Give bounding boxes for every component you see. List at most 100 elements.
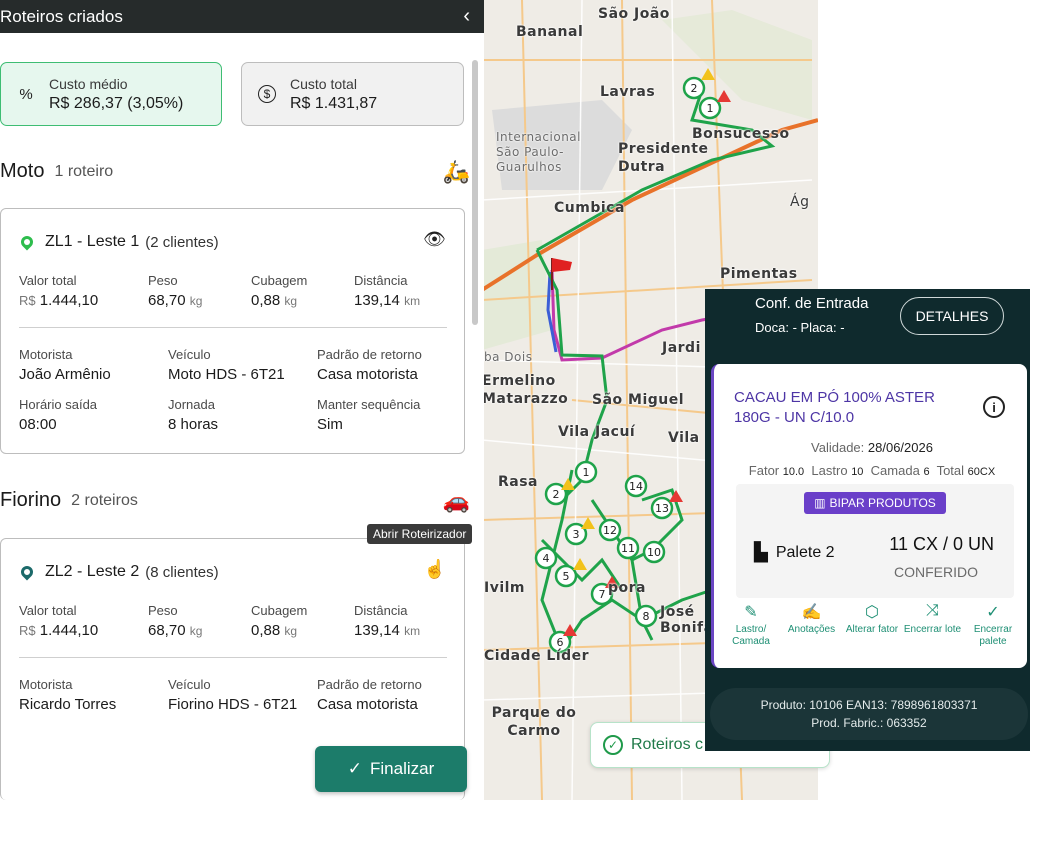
stat-distance: Distância 139,14 km xyxy=(354,603,421,639)
group-count: 1 roteiro xyxy=(54,162,114,180)
svg-text:8: 8 xyxy=(643,610,650,623)
svg-text:4: 4 xyxy=(543,552,550,565)
route-stats: Valor total R$ 1.444,10 Peso 68,70 kg Cuba… xyxy=(19,603,464,639)
product-codes: Produto: 10106 EAN13: 7898961803371 xyxy=(760,698,978,712)
svg-text:3: 3 xyxy=(573,528,580,541)
check-circle-icon: ✓ xyxy=(986,604,1000,621)
pallet-status: CONFERIDO xyxy=(894,564,978,580)
stat-weight: Peso 68,70 kg xyxy=(148,603,203,639)
action-encerrar-palete[interactable]: ✓ Encerrar palete xyxy=(973,604,1013,647)
average-cost-value: R$ 286,37 (3,05%) xyxy=(49,94,184,112)
svg-text:1: 1 xyxy=(583,466,590,479)
group-header-moto: Moto 1 roteiro 🛵 xyxy=(0,158,470,184)
route-card-zl1[interactable]: ZL1 - Leste 1 (2 clientes) 👁 Valor total… xyxy=(0,208,465,454)
panel-header: Roteiros criados ‹ xyxy=(0,0,484,33)
map-label: Bonsucesso xyxy=(692,126,790,142)
motorcycle-icon: 🛵 xyxy=(442,158,470,184)
total-cost-card: $ Custo total R$ 1.431,87 xyxy=(241,62,464,126)
product-footer: Produto: 10106 EAN13: 7898961803371 Prod… xyxy=(710,688,1028,740)
route-title: ZL2 - Leste 2 (8 clientes) xyxy=(18,563,219,581)
detail-shift: Jornada 8 horas xyxy=(168,397,219,433)
divider xyxy=(19,657,447,658)
map-label: Internacional São Paulo-Guarulhos xyxy=(496,130,581,174)
entry-check-screen: Conf. de Entrada Doca: - Placa: - DETALH… xyxy=(705,289,1030,751)
svg-text:14: 14 xyxy=(629,480,643,493)
total-cost-value: R$ 1.431,87 xyxy=(290,94,378,112)
open-router-tooltip: Abrir Roteirizador xyxy=(367,524,473,544)
route-name: ZL2 - Leste 2 xyxy=(45,563,140,580)
route-stats: Valor total R$ 1.444,10 Peso 68,70 kg Cuba… xyxy=(19,273,464,309)
touch-icon[interactable]: ☝ xyxy=(423,559,446,579)
product-card: CACAU EM PÓ 100% ASTER 180G - UN C/10.0 … xyxy=(711,364,1027,668)
map-pin-icon xyxy=(18,233,36,251)
start-flag-icon xyxy=(551,258,572,290)
route-clients: (8 clientes) xyxy=(145,563,219,581)
map-label: pora xyxy=(608,580,646,596)
stat-distance: Distância 139,14 km xyxy=(354,273,421,309)
scrollbar[interactable] xyxy=(472,60,478,325)
svg-text:6: 6 xyxy=(557,636,564,649)
svg-text:13: 13 xyxy=(655,502,669,515)
group-header-fiorino: Fiorino 2 roteiros 🚗 xyxy=(0,487,470,513)
edit-note-icon: ✍ xyxy=(801,604,822,621)
route-details: Motorista Ricardo Torres Veículo Fiorino H… xyxy=(19,677,467,713)
map-label: Jardi xyxy=(662,340,701,356)
map-label: Ág xyxy=(790,194,810,210)
map-label: São João xyxy=(598,6,670,22)
map-label: Bananal xyxy=(516,24,584,40)
detail-departure: Horário saída 08:00 xyxy=(19,397,98,433)
svg-text:2: 2 xyxy=(553,488,560,501)
stat-total-value: Valor total R$ 1.444,10 xyxy=(19,603,99,639)
group-count: 2 roteiros xyxy=(71,491,138,509)
map-label: Vila Jacuí xyxy=(558,424,636,440)
percent-icon: % xyxy=(19,85,33,103)
finalize-button[interactable]: ✓ Finalizar xyxy=(315,746,467,792)
map-label: São Miguel xyxy=(592,392,685,408)
map-label: Lavras xyxy=(600,84,656,100)
detail-driver: Motorista João Armênio xyxy=(19,347,111,383)
map-label: Cidade Líder xyxy=(484,648,590,664)
route-name: ZL1 - Leste 1 xyxy=(45,233,140,250)
check-icon: ✓ xyxy=(347,759,362,778)
check-circle-icon: ✓ xyxy=(603,735,623,755)
box-icon: ⬡ xyxy=(865,604,879,621)
action-encerrar-lote[interactable]: ⤨ Encerrar lote xyxy=(903,602,962,635)
svg-text:2: 2 xyxy=(691,82,698,95)
chevron-left-icon[interactable]: ‹ xyxy=(463,5,470,27)
pallet-box: ▥ BIPAR PRODUTOS ▙ Palete 2 11 CX / 0 UN… xyxy=(736,484,1014,598)
action-alterar-fator[interactable]: ⬡ Alterar fator xyxy=(845,604,899,635)
chip-label: Roteiros c xyxy=(631,736,704,753)
map-label: Ivilm xyxy=(484,580,526,596)
action-bar: ✎ Lastro/ Camada ✍ Anotações ⬡ Alterar fato… xyxy=(722,602,1022,648)
detail-driver: Motorista Ricardo Torres xyxy=(19,677,117,713)
detail-keep-sequence: Manter sequência Sim xyxy=(317,397,421,433)
barcode-icon: ▥ xyxy=(814,496,826,510)
pallet-label: ▙ Palete 2 xyxy=(754,542,835,562)
map-label: Ermelino Matarazzo xyxy=(482,373,569,407)
stat-cubage: Cubagem 0,88 kg xyxy=(251,273,308,309)
map-label: Pimentas xyxy=(720,266,798,282)
svg-text:11: 11 xyxy=(621,542,635,555)
pallet-icon: ▙ xyxy=(754,542,768,562)
group-name: Moto xyxy=(0,160,45,182)
svg-text:5: 5 xyxy=(563,570,570,583)
validity-line: Validade: 28/06/2026 xyxy=(811,440,933,455)
stat-cubage: Cubagem 0,88 kg xyxy=(251,603,308,639)
eye-icon[interactable]: 👁 xyxy=(423,229,446,249)
route-title: ZL1 - Leste 1 (2 clientes) xyxy=(18,233,219,251)
detail-vehicle: Veículo Fiorino HDS - 6T21 xyxy=(168,677,298,713)
detail-return: Padrão de retorno Casa motorista xyxy=(317,677,422,713)
action-lastro-camada[interactable]: ✎ Lastro/ Camada xyxy=(732,604,770,647)
pallet-quantity: 11 CX / 0 UN xyxy=(889,534,994,554)
finalize-label: Finalizar xyxy=(370,759,435,778)
svg-text:1: 1 xyxy=(707,102,714,115)
factor-line: Fator 10.0 Lastro 10 Camada 6 Total 60CX xyxy=(748,463,996,478)
car-icon: 🚗 xyxy=(442,487,470,513)
map-label: Rasa xyxy=(498,474,539,490)
action-anotacoes[interactable]: ✍ Anotações xyxy=(787,604,836,635)
info-icon[interactable]: i xyxy=(983,396,1005,418)
detail-vehicle: Veículo Moto HDS - 6T21 xyxy=(168,347,285,383)
scan-products-button[interactable]: ▥ BIPAR PRODUTOS xyxy=(804,492,946,514)
route-clients: (2 clientes) xyxy=(145,233,219,251)
details-button[interactable]: DETALHES xyxy=(900,297,1004,335)
